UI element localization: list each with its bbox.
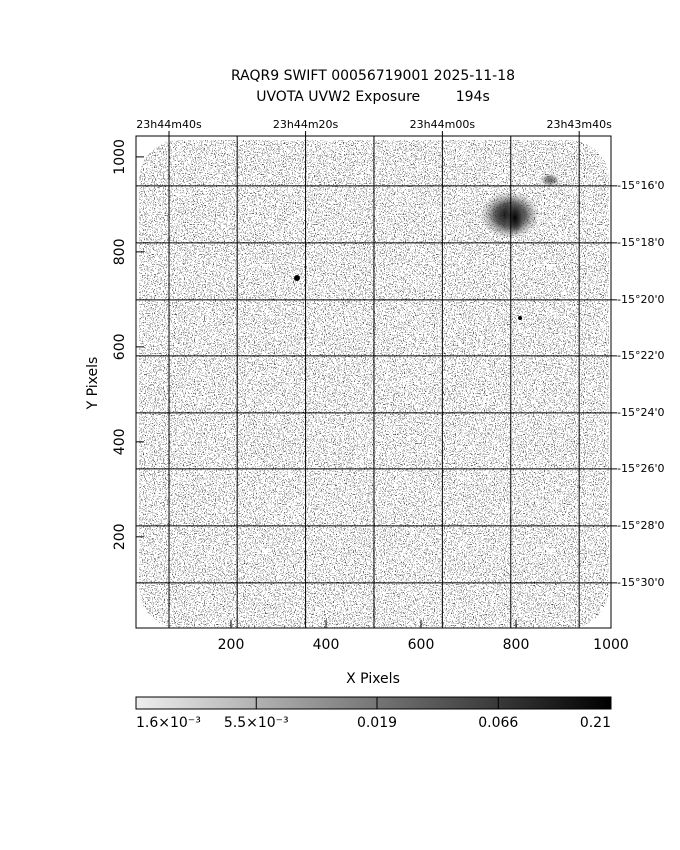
x-tick-label: 400 — [313, 637, 340, 653]
colorbar — [135, 696, 612, 710]
dec-tick-label: -15°24'0 — [617, 406, 665, 419]
x-tick-label: 200 — [218, 637, 245, 653]
dec-tick-label: -15°16'0 — [617, 179, 665, 192]
ra-tick-label: 23h44m40s — [136, 118, 202, 131]
y-axis-label: Y Pixels — [85, 357, 101, 411]
colorbar-tick-label: 5.5×10⁻³ — [224, 715, 289, 731]
dec-tick-label: -15°20'0 — [617, 293, 665, 306]
ra-tick-label: 23h44m20s — [273, 118, 339, 131]
y-tick-label: 200 — [112, 523, 128, 550]
y-tick-label: 1000 — [112, 139, 128, 175]
chart-title: RAQR9 SWIFT 00056719001 2025-11-18 — [231, 68, 515, 84]
x-tick-label: 1000 — [593, 637, 629, 653]
colorbar-tick-label: 0.019 — [357, 715, 397, 731]
dec-tick-label: -15°26'0 — [617, 462, 665, 475]
y-tick-label: 600 — [112, 333, 128, 360]
dec-tick-label: -15°28'0 — [617, 519, 665, 532]
dec-tick-label: -15°18'0 — [617, 236, 665, 249]
x-tick-label: 800 — [503, 637, 530, 653]
ra-tick-label: 23h44m00s — [410, 118, 476, 131]
colorbar-tick-label: 1.6×10⁻³ — [136, 715, 201, 731]
chart-subtitle: UVOTA UVW2 Exposure 194s — [256, 89, 490, 105]
dec-tick-label: -15°22'0 — [617, 349, 665, 362]
dec-tick-label: -15°30'0 — [617, 576, 665, 589]
y-tick-label: 800 — [112, 239, 128, 266]
y-tick-label: 400 — [112, 428, 128, 455]
colorbar-tick-label: 0.066 — [478, 715, 518, 731]
ra-tick-label: 23h43m40s — [546, 118, 612, 131]
x-tick-label: 600 — [408, 637, 435, 653]
colorbar-tick-label: 0.21 — [580, 715, 611, 731]
x-axis-label: X Pixels — [346, 671, 400, 687]
